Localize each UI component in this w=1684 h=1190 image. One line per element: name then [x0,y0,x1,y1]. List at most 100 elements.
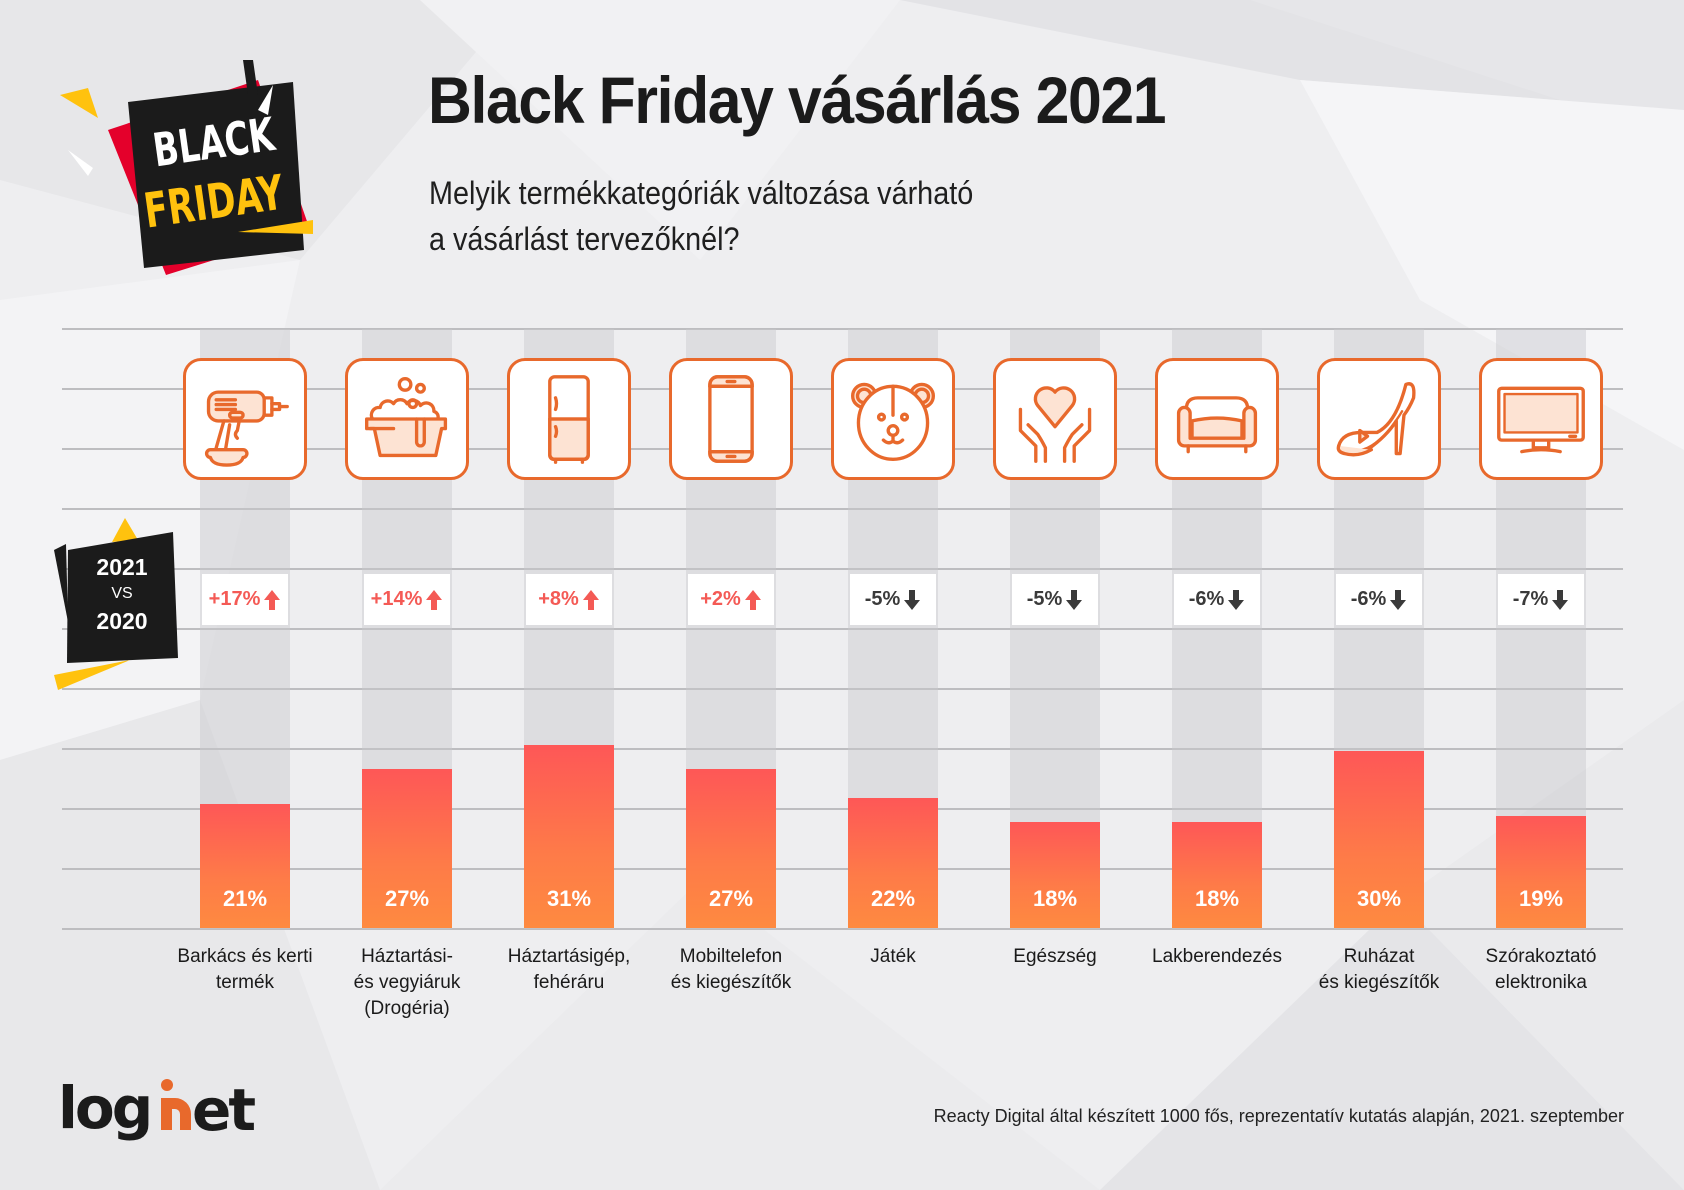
category-icon-box [1317,358,1441,480]
gridline [62,688,1623,690]
sofa-icon [1176,396,1258,454]
change-value: +17% [208,588,261,610]
category-label-line: Háztartási- [361,946,453,967]
category-label: Háztartásigép, fehéráru [469,944,669,996]
change-value: +14% [370,588,423,610]
change-badge: +17% [202,574,288,625]
category-label-line: Mobiltelefon [679,946,783,967]
gridline [62,808,1623,810]
category-icon-box [831,358,955,480]
category-label-line: Barkács és kerti [177,946,313,967]
change-value: -5% [864,588,901,610]
gridline [62,628,1623,630]
bar: 19% [1496,816,1586,928]
change-badge: +8% [526,574,612,625]
bar: 30% [1334,751,1424,928]
drill-icon [204,390,289,467]
heart-hands-icon [1018,386,1092,463]
category-label-line: elektronika [1495,972,1587,993]
arrow-down-icon [1552,589,1569,610]
bar: 27% [362,769,452,928]
arrow-up-icon [264,589,281,610]
arrow-down-icon [1066,589,1083,610]
arrow-down-icon [1390,589,1407,610]
gridline [62,508,1623,510]
bar-value: 22% [870,886,916,911]
gridline [62,748,1623,750]
category-label: Játék [793,944,993,970]
subtitle-line-2: a vásárlást tervezőknél? [429,221,740,257]
change-value: +8% [538,588,579,610]
fridge-icon [548,375,590,464]
category-label: Mobiltelefon és kiegészítők [631,944,831,996]
category-label-line: termék [215,972,275,993]
svg-text:et: et [192,1076,255,1144]
bar: 18% [1172,822,1262,928]
year-previous: 2020 [96,608,148,634]
category-icon-box [669,358,793,480]
arrow-down-icon [1228,589,1245,610]
bar-value: 27% [708,886,754,911]
category-label-line: Lakberendezés [1152,946,1282,967]
category-label-line: és vegyiáruk [353,972,461,993]
bar-value: 31% [546,886,592,911]
bar: 27% [686,769,776,928]
tv-icon [1497,386,1585,454]
high-heel-icon [1336,382,1416,457]
category-icon-box [507,358,631,480]
arrow-up-icon [744,589,761,610]
category-label: Barkács és kerti termék [145,944,345,996]
change-badge: -7% [1498,574,1584,625]
bar: 21% [200,804,290,928]
bar-value: 27% [384,886,430,911]
category-label-line: Egészség [1013,946,1097,967]
category-label: Egészség [955,944,1155,970]
svg-text:log: log [58,1074,150,1142]
bar: 31% [524,745,614,928]
arrow-up-icon [582,589,599,610]
category-icon-box [1479,358,1603,480]
bar-value: 19% [1518,886,1564,911]
gridline [62,568,1623,570]
category-label: Háztartási- és vegyiáruk (Drogéria) [307,944,507,1022]
category-label-line: Játék [870,946,916,967]
change-badge: +2% [688,574,774,625]
page-title: Black Friday vásárlás 2021 [428,63,1167,137]
bar-value: 18% [1032,886,1078,911]
bar: 22% [848,798,938,928]
change-value: -7% [1512,588,1549,610]
page-subtitle: Melyik termékkategóriák változása várhat… [429,170,973,262]
category-label-line: Háztartásigép, [507,946,631,967]
bar-value: 18% [1194,886,1240,911]
change-badge: -5% [850,574,936,625]
category-icon-box [345,358,469,480]
change-value: -5% [1026,588,1063,610]
arrow-down-icon [904,589,921,610]
category-label-line: Szórakoztató [1485,946,1597,967]
black-friday-logo: BLACK FRIDAY [48,40,328,280]
bar-value: 30% [1356,886,1402,911]
category-label-line: és kiegészítők [1318,972,1440,993]
change-badge: -6% [1336,574,1422,625]
gridline [62,868,1623,870]
year-current: 2021 [96,554,148,580]
category-label: Lakberendezés [1117,944,1317,970]
vs-label: VS [111,585,133,602]
category-label: Szórakoztató elektronika [1441,944,1641,996]
change-value: +2% [700,588,741,610]
bar: 18% [1010,822,1100,928]
change-badge: +14% [364,574,450,625]
source-note: Reacty Digital által készített 1000 fős,… [933,1106,1624,1126]
loginet-logo: log et loginet [58,1074,258,1148]
change-value: -6% [1350,588,1387,610]
category-icon-box [183,358,307,480]
category-label-line: Ruházat [1343,946,1415,967]
wash-basin-icon [365,377,448,458]
comparison-sticker [40,510,190,690]
change-badge: -5% [1012,574,1098,625]
category-icon-box [993,358,1117,480]
category-label-line: (Drogéria) [364,998,450,1019]
smartphone-icon [708,375,754,463]
change-badge: -6% [1174,574,1260,625]
gridline [62,328,1623,330]
